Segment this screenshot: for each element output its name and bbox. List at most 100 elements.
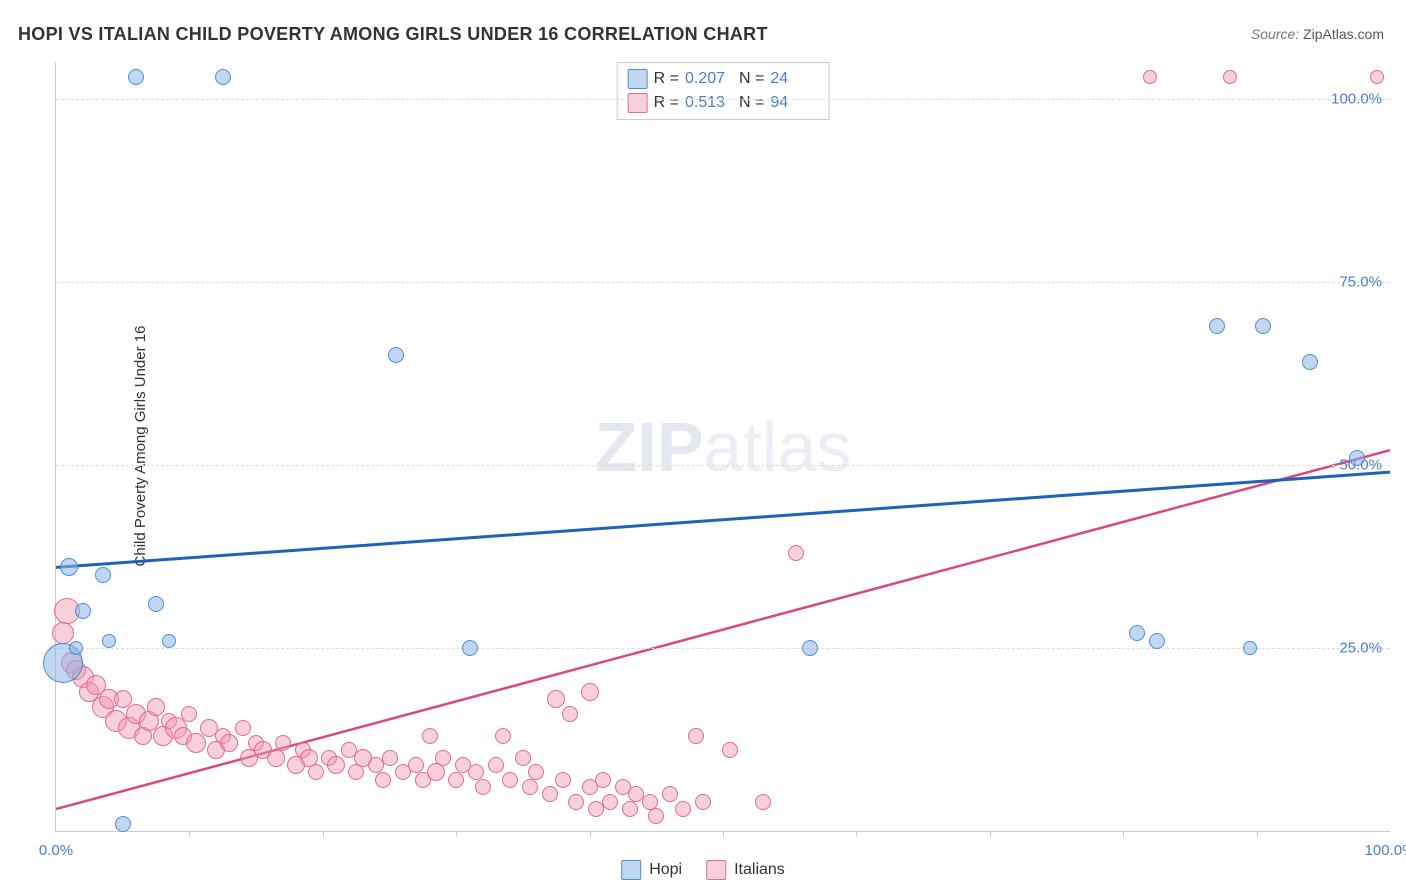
- data-point-hopi: [388, 347, 404, 363]
- swatch-italians: [628, 93, 648, 113]
- swatch-hopi: [628, 69, 648, 89]
- data-point-italians: [547, 690, 565, 708]
- data-point-italians: [502, 772, 518, 788]
- trendline: [56, 472, 1390, 567]
- data-point-italians: [52, 622, 74, 644]
- data-point-italians: [568, 794, 584, 810]
- data-point-italians: [308, 764, 324, 780]
- data-point-italians: [468, 764, 484, 780]
- data-point-italians: [1370, 70, 1384, 84]
- ytick-label: 100.0%: [1331, 90, 1382, 107]
- xtick-mark: [189, 831, 190, 837]
- data-point-italians: [408, 757, 424, 773]
- gridline: [56, 282, 1390, 283]
- data-point-italians: [475, 779, 491, 795]
- data-point-hopi: [60, 558, 78, 576]
- data-point-italians: [147, 698, 165, 716]
- data-point-italians: [515, 750, 531, 766]
- xtick-mark: [1257, 831, 1258, 837]
- data-point-italians: [186, 733, 206, 753]
- ytick-label: 25.0%: [1339, 639, 1382, 656]
- xtick-mark: [323, 831, 324, 837]
- data-point-italians: [435, 750, 451, 766]
- data-point-italians: [662, 786, 678, 802]
- data-point-italians: [220, 734, 238, 752]
- xtick-mark: [856, 831, 857, 837]
- data-point-hopi: [1209, 318, 1225, 334]
- data-point-hopi: [102, 634, 116, 648]
- correlation-legend: R = 0.207 N = 24 R = 0.513 N = 94: [617, 62, 830, 120]
- n-value-hopi: 24: [770, 70, 818, 88]
- data-point-italians: [1223, 70, 1237, 84]
- trendlines-svg: [56, 62, 1390, 831]
- data-point-italians: [788, 545, 804, 561]
- watermark-rest: atlas: [704, 408, 852, 486]
- data-point-italians: [622, 801, 638, 817]
- source-attribution: Source: ZipAtlas.com: [1251, 26, 1384, 42]
- xtick-mark: [990, 831, 991, 837]
- data-point-italians: [275, 735, 291, 751]
- data-point-hopi: [1149, 633, 1165, 649]
- data-point-italians: [542, 786, 558, 802]
- data-point-italians: [581, 683, 599, 701]
- data-point-hopi: [75, 603, 91, 619]
- data-point-italians: [427, 763, 445, 781]
- data-point-hopi: [115, 816, 131, 832]
- legend-item-hopi: Hopi: [621, 860, 682, 880]
- legend-item-italians: Italians: [706, 860, 785, 880]
- data-point-italians: [688, 728, 704, 744]
- xtick-label-right: 100.0%: [1365, 842, 1406, 859]
- data-point-italians: [675, 801, 691, 817]
- n-label: N =: [739, 70, 764, 88]
- gridline: [56, 465, 1390, 466]
- data-point-italians: [522, 779, 538, 795]
- data-point-hopi: [1243, 641, 1257, 655]
- swatch-italians: [706, 860, 726, 880]
- r-label: R =: [654, 94, 679, 112]
- ytick-label: 75.0%: [1339, 273, 1382, 290]
- r-value-hopi: 0.207: [685, 70, 733, 88]
- data-point-italians: [642, 794, 658, 810]
- data-point-hopi: [802, 640, 818, 656]
- data-point-italians: [267, 749, 285, 767]
- data-point-hopi: [1255, 318, 1271, 334]
- series-legend: Hopi Italians: [621, 860, 785, 880]
- r-value-italians: 0.513: [685, 94, 733, 112]
- data-point-hopi: [69, 641, 83, 655]
- chart-title: HOPI VS ITALIAN CHILD POVERTY AMONG GIRL…: [18, 24, 768, 45]
- data-point-italians: [602, 794, 618, 810]
- data-point-hopi: [128, 69, 144, 85]
- data-point-italians: [382, 750, 398, 766]
- data-point-hopi: [462, 640, 478, 656]
- data-point-italians: [695, 794, 711, 810]
- gridline: [56, 99, 1390, 100]
- data-point-hopi: [1129, 625, 1145, 641]
- r-label: R =: [654, 70, 679, 88]
- data-point-italians: [555, 772, 571, 788]
- data-point-hopi: [215, 69, 231, 85]
- data-point-italians: [327, 756, 345, 774]
- source-value: ZipAtlas.com: [1303, 26, 1384, 42]
- n-value-italians: 94: [770, 94, 818, 112]
- data-point-italians: [495, 728, 511, 744]
- data-point-italians: [488, 757, 504, 773]
- legend-row-hopi: R = 0.207 N = 24: [628, 67, 819, 91]
- data-point-italians: [448, 772, 464, 788]
- gridline: [56, 648, 1390, 649]
- data-point-italians: [375, 772, 391, 788]
- legend-row-italians: R = 0.513 N = 94: [628, 91, 819, 115]
- swatch-hopi: [621, 860, 641, 880]
- data-point-hopi: [162, 634, 176, 648]
- data-point-italians: [1143, 70, 1157, 84]
- data-point-italians: [648, 808, 664, 824]
- data-point-italians: [181, 706, 197, 722]
- data-point-hopi: [1349, 450, 1365, 466]
- data-point-hopi: [1302, 354, 1318, 370]
- xtick-mark: [1123, 831, 1124, 837]
- data-point-italians: [422, 728, 438, 744]
- legend-label-hopi: Hopi: [649, 861, 682, 879]
- scatter-plot-area: ZIPatlas R = 0.207 N = 24 R = 0.513 N = …: [55, 62, 1390, 832]
- xtick-mark: [723, 831, 724, 837]
- data-point-italians: [755, 794, 771, 810]
- data-point-italians: [348, 764, 364, 780]
